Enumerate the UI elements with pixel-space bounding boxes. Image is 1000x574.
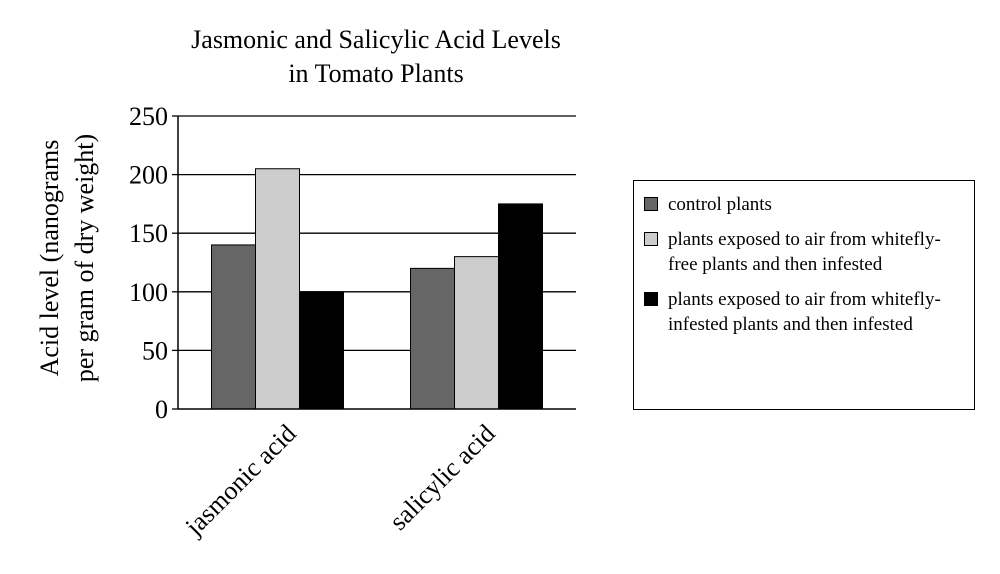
legend-swatch-control — [644, 197, 658, 211]
bar-jasmonic-acid-series-3 — [299, 291, 344, 410]
bar-jasmonic-acid-series-1 — [211, 244, 256, 410]
legend-item-free-air: plants exposed to air from whitefly-free… — [644, 227, 966, 277]
bar-salicylic-acid-series-1 — [410, 267, 455, 410]
y-tick-label-100: 100 — [129, 278, 168, 307]
y-tick-label-50: 50 — [142, 336, 168, 365]
bars — [211, 168, 543, 410]
chart-title-line-1: Jasmonic and Salicylic Acid Levels — [191, 25, 561, 54]
legend-swatch-free-air — [644, 232, 658, 246]
y-tick-label-150: 150 — [129, 219, 168, 248]
y-axis-label-line-2: per gram of dry weight) — [70, 134, 99, 382]
bar-jasmonic-acid-series-2 — [255, 168, 300, 410]
legend-label-infested-air: plants exposed to air from whitefly-infe… — [668, 289, 941, 335]
x-category-label-salicylic-acid: salicylic acid — [384, 419, 501, 536]
legend-swatch-infested-air — [644, 292, 658, 306]
legend: control plants plants exposed to air fro… — [633, 180, 975, 410]
y-tick-label-250: 250 — [129, 102, 168, 131]
y-tick-label-0: 0 — [155, 395, 168, 424]
legend-item-infested-air: plants exposed to air from whitefly-infe… — [644, 287, 966, 337]
bar-salicylic-acid-series-3 — [498, 203, 543, 410]
y-tick-label-200: 200 — [129, 161, 168, 190]
x-axis-categories: jasmonic acid salicylic acid — [179, 419, 501, 542]
legend-label-control: control plants — [668, 194, 772, 215]
x-category-label-jasmonic-acid: jasmonic acid — [179, 419, 302, 542]
y-axis-ticks: 0 50 100 150 200 250 — [129, 102, 178, 424]
axes — [177, 116, 576, 410]
legend-item-control: control plants — [644, 192, 966, 217]
y-axis-label-line-1: Acid level (nanograms — [35, 140, 64, 377]
bar-salicylic-acid-series-2 — [454, 256, 499, 410]
chart-title-line-2: in Tomato Plants — [288, 59, 463, 88]
legend-label-free-air: plants exposed to air from whitefly-free… — [668, 229, 941, 275]
